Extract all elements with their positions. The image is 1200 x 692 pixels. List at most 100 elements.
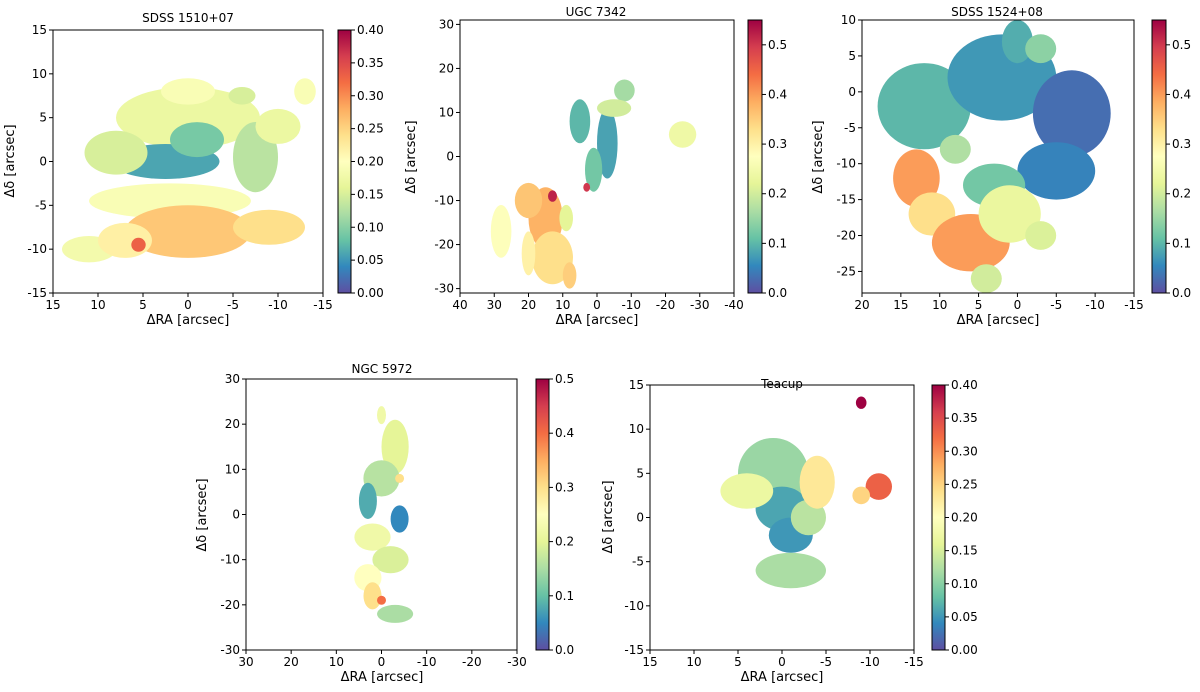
colorbar-tick-label: 0.30 — [357, 89, 384, 103]
colorbar-tick-label: 0.00 — [357, 286, 384, 300]
x-ticks: 30 20 10 0 -10 -20 -30 — [238, 650, 527, 669]
y-tick-label: 10 — [439, 105, 454, 119]
y-ticks: -30 -20 -10 0 10 20 30 — [220, 372, 246, 657]
y-tick-label: -10 — [836, 157, 856, 171]
colorbar-tick-label: 0.0 — [555, 643, 574, 657]
x-tick-label: 5 — [975, 298, 983, 312]
colorbar-tick-label: 0.4 — [1172, 87, 1191, 101]
colorbar-tick-label: 0.1 — [1172, 236, 1191, 250]
y-tick-label: -5 — [632, 555, 644, 569]
y-tick-label: -10 — [624, 599, 644, 613]
y-tick-label: -10 — [434, 194, 454, 208]
y-tick-label: -10 — [220, 553, 240, 567]
y-ticks: -30 -20 -10 0 10 20 30 — [434, 17, 460, 296]
emission-region — [893, 149, 940, 207]
colorbar-gradient — [1151, 19, 1167, 294]
y-tick-label: -15 — [624, 643, 644, 657]
x-tick-label: 10 — [932, 298, 947, 312]
y-axis-label: Δδ [arcsec] — [195, 478, 210, 551]
y-tick-label: -5 — [844, 121, 856, 135]
x-tick-label: -10 — [417, 655, 437, 669]
emission-region — [358, 482, 377, 519]
x-tick-label: 20 — [854, 298, 869, 312]
panel-title: SDSS 1524+08 — [951, 5, 1043, 19]
colorbar-gradient — [535, 378, 550, 651]
colorbar-tick-label: 0.20 — [951, 511, 978, 525]
colorbar: 0.00 0.05 0.10 0.15 0.20 0.25 0.30 0.35 0.40 — [931, 378, 978, 657]
colorbar-tick-label: 0.30 — [951, 444, 978, 458]
x-axis-label: ΔRA [arcsec] — [341, 670, 424, 685]
y-tick-label: 10 — [32, 67, 47, 81]
emission-region — [1017, 142, 1096, 200]
x-tick-label: -10 — [621, 298, 641, 312]
y-tick-label: 15 — [32, 23, 47, 37]
x-tick-label: -5 — [1050, 298, 1062, 312]
x-tick-label: 30 — [487, 298, 502, 312]
x-ticks: 15 10 5 0 -5 -10 -15 — [642, 650, 924, 669]
colorbar-tick-label: 0.3 — [555, 480, 574, 494]
emission-region — [377, 406, 386, 425]
x-tick-label: -10 — [268, 298, 288, 312]
colorbar-tick-label: 0.25 — [357, 122, 384, 136]
map-area — [649, 384, 915, 651]
emission-region — [131, 237, 146, 252]
y-tick-label: 5 — [848, 49, 856, 63]
x-tick-label: -40 — [724, 298, 744, 312]
colorbar-tick-label: 0.2 — [1172, 187, 1191, 201]
y-tick-label: 0 — [848, 85, 856, 99]
y-tick-label: 0 — [39, 155, 47, 169]
colorbar-tick-label: 0.2 — [768, 187, 787, 201]
emission-region — [799, 455, 835, 509]
emission-region — [521, 231, 536, 276]
y-tick-label: -30 — [434, 282, 454, 296]
colorbar-tick-label: 0.5 — [768, 38, 787, 52]
emission-region — [597, 108, 618, 179]
y-ticks: -15 -10 -5 0 5 10 15 — [27, 23, 53, 300]
colorbar-tick-label: 0.5 — [1172, 38, 1191, 52]
emission-region — [559, 204, 573, 232]
x-tick-label: -30 — [690, 298, 710, 312]
colorbar-tick-label: 0.15 — [951, 544, 978, 558]
y-tick-label: -25 — [836, 264, 856, 278]
colorbar-tick-label: 0.35 — [357, 56, 384, 70]
x-tick-label: 40 — [452, 298, 467, 312]
x-tick-label: -5 — [227, 298, 239, 312]
emission-region — [569, 99, 591, 144]
emission-region — [161, 78, 215, 105]
y-tick-label: -20 — [220, 598, 240, 612]
x-tick-label: 0 — [378, 655, 386, 669]
map-area — [861, 19, 1135, 294]
panel-title: SDSS 1510+07 — [142, 11, 234, 25]
x-axis-label: ΔRA [arcsec] — [741, 670, 824, 685]
colorbar-tick-label: 0.20 — [357, 155, 384, 169]
emission-region — [855, 396, 867, 409]
emission-region — [583, 182, 591, 192]
panel-ugc-7342: UGC 7342 40 30 20 10 0 -10 -20 -30 -40 -30 -20 -10… — [404, 5, 787, 328]
x-tick-label: 10 — [90, 298, 105, 312]
colorbar-tick-label: 0.00 — [951, 643, 978, 657]
emission-map — [720, 396, 892, 589]
x-tick-label: -5 — [820, 655, 832, 669]
x-tick-label: -30 — [507, 655, 527, 669]
emission-region — [939, 134, 971, 164]
y-tick-label: 5 — [39, 111, 47, 125]
colorbar-tick-label: 0.1 — [555, 589, 574, 603]
emission-region — [1001, 20, 1033, 64]
colorbar-ticks: 0.00 0.05 0.10 0.15 0.20 0.25 0.30 0.35 0.40 — [351, 23, 384, 300]
y-tick-label: 10 — [841, 13, 856, 27]
colorbar-ticks: 0.00 0.05 0.10 0.15 0.20 0.25 0.30 0.35 0.40 — [945, 378, 978, 657]
emission-region — [294, 78, 316, 105]
emission-region — [116, 87, 260, 149]
x-ticks: 40 30 20 10 0 -10 -20 -30 -40 — [452, 293, 744, 312]
x-tick-label: 15 — [893, 298, 908, 312]
y-tick-label: -20 — [434, 238, 454, 252]
emission-region — [233, 209, 305, 245]
y-tick-label: 10 — [225, 462, 240, 476]
y-axis-label: Δδ [arcsec] — [3, 124, 18, 197]
emission-region — [978, 185, 1041, 243]
colorbar-tick-label: 0.05 — [951, 610, 978, 624]
y-tick-label: -15 — [836, 193, 856, 207]
colorbar-tick-label: 0.10 — [357, 220, 384, 234]
y-tick-label: -30 — [220, 643, 240, 657]
y-ticks: -25 -20 -15 -10 -5 0 5 10 — [836, 13, 862, 278]
